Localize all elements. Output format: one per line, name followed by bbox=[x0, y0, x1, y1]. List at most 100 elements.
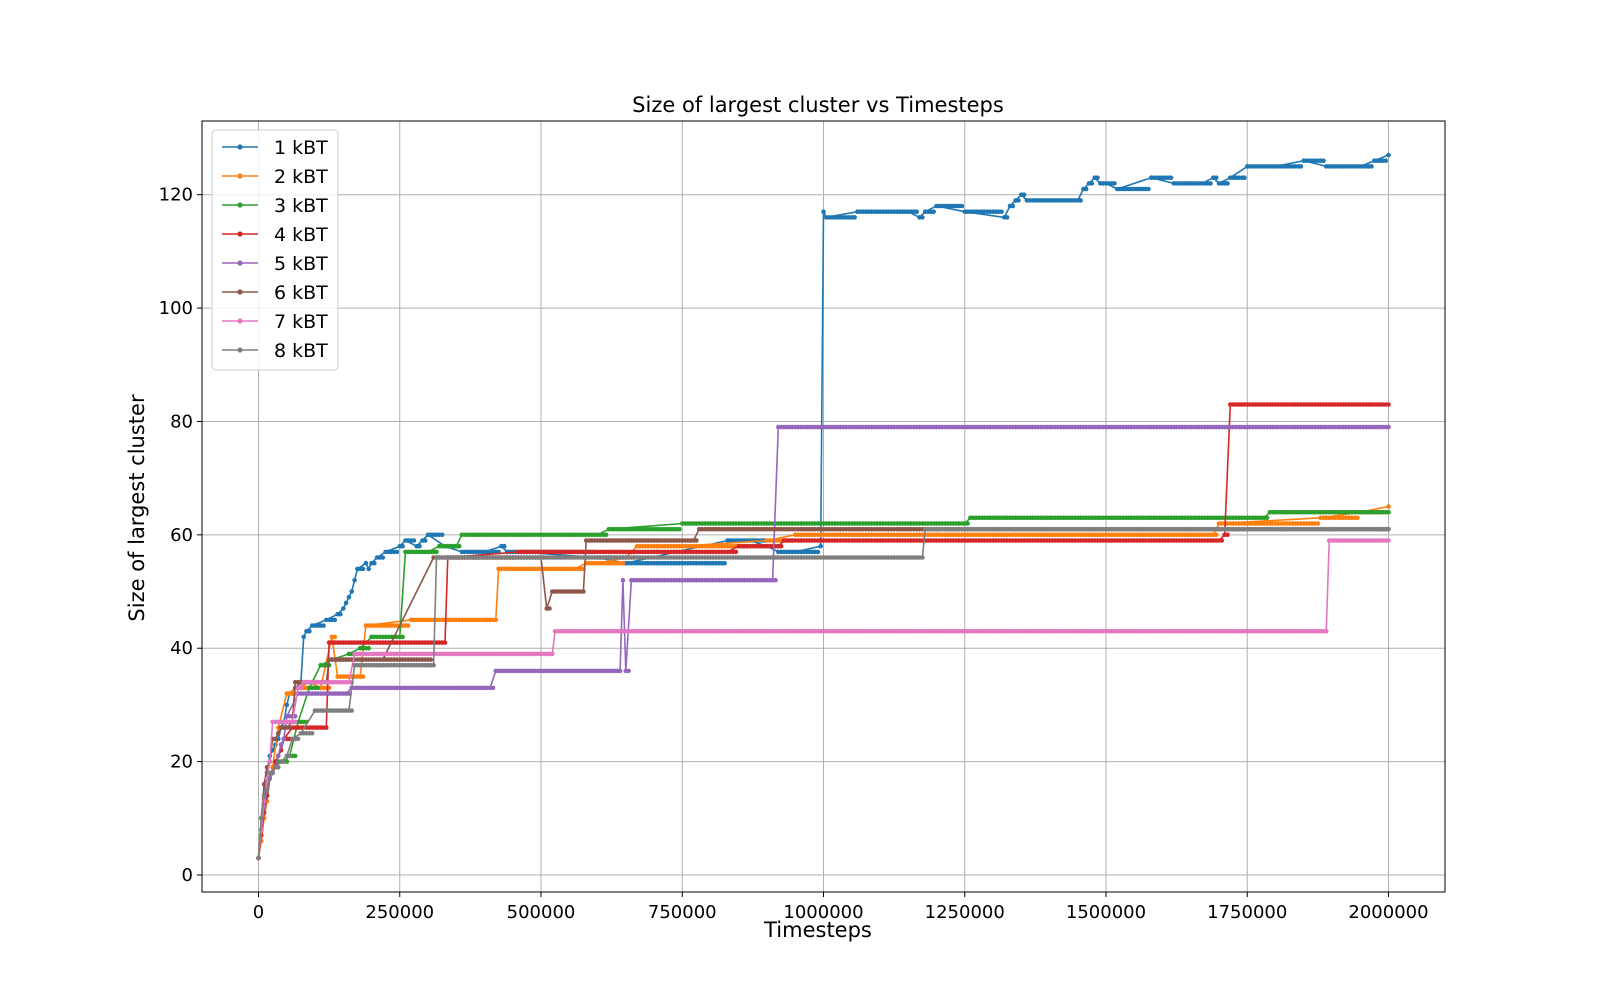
data-point bbox=[547, 606, 552, 611]
data-point bbox=[620, 577, 626, 583]
y-tick-label: 0 bbox=[182, 865, 193, 886]
x-tick-label: 500000 bbox=[507, 902, 576, 923]
data-point bbox=[292, 719, 298, 725]
data-point bbox=[276, 753, 281, 759]
legend-label: 3 kBT bbox=[274, 195, 328, 217]
data-point bbox=[620, 560, 626, 566]
data-point bbox=[773, 577, 778, 583]
data-point bbox=[1208, 181, 1213, 186]
data-point bbox=[281, 736, 287, 742]
data-point bbox=[417, 543, 422, 549]
legend-label: 2 kBT bbox=[274, 166, 328, 188]
data-point bbox=[1078, 198, 1083, 203]
data-point bbox=[394, 549, 400, 555]
data-point bbox=[1298, 164, 1304, 169]
series-line bbox=[257, 154, 1389, 859]
data-point bbox=[818, 543, 823, 549]
legend-swatch-marker bbox=[237, 144, 243, 150]
data-point bbox=[821, 209, 826, 214]
data-point bbox=[852, 215, 857, 220]
data-point bbox=[456, 543, 462, 549]
data-point bbox=[965, 521, 970, 526]
grid bbox=[202, 121, 1445, 892]
data-point bbox=[959, 203, 965, 209]
x-tick-label: 1250000 bbox=[925, 902, 1005, 923]
data-point bbox=[442, 640, 448, 645]
data-point bbox=[301, 634, 307, 640]
data-point bbox=[270, 770, 275, 776]
data-point bbox=[267, 759, 273, 764]
data-point bbox=[349, 589, 355, 594]
data-point bbox=[931, 209, 936, 214]
data-point bbox=[1386, 526, 1391, 532]
data-point bbox=[276, 765, 281, 770]
data-point bbox=[332, 617, 338, 623]
data-point bbox=[733, 549, 739, 555]
data-point bbox=[920, 555, 925, 560]
data-point bbox=[502, 543, 507, 549]
data-point bbox=[346, 594, 352, 600]
data-point bbox=[1225, 532, 1230, 538]
data-point bbox=[1386, 424, 1391, 430]
data-point bbox=[295, 736, 301, 742]
data-point bbox=[920, 215, 925, 220]
data-point bbox=[338, 611, 343, 617]
y-axis-label: Size of largest cluster bbox=[125, 394, 149, 622]
legend-swatch-marker bbox=[237, 289, 243, 295]
data-point bbox=[694, 538, 699, 543]
legend-swatch-marker bbox=[237, 202, 243, 208]
legend-item: 7 kBT bbox=[222, 311, 328, 333]
legend-label: 4 kBT bbox=[274, 224, 328, 246]
data-point bbox=[1264, 515, 1270, 521]
series-8 bbox=[256, 526, 1391, 861]
data-point bbox=[309, 731, 315, 736]
y-tick-label: 100 bbox=[159, 298, 193, 319]
series-layer bbox=[256, 152, 1391, 861]
legend: 1 kBT 2 kBT 3 kBT 4 kBT 5 kBT 6 kBT 7 kBT 8 kBT bbox=[211, 129, 339, 371]
legend-swatch-marker bbox=[237, 231, 243, 237]
series-5 bbox=[256, 424, 1391, 861]
data-point bbox=[422, 538, 428, 543]
data-point bbox=[324, 725, 329, 730]
data-point bbox=[428, 657, 434, 662]
data-point bbox=[815, 549, 821, 555]
data-point bbox=[411, 538, 417, 543]
data-point bbox=[287, 753, 292, 759]
data-point bbox=[366, 645, 372, 651]
legend-swatch-marker bbox=[237, 260, 243, 266]
data-point bbox=[360, 674, 366, 679]
x-tick-label: 1500000 bbox=[1066, 902, 1146, 923]
legend-item: 4 kBT bbox=[222, 224, 328, 246]
data-point bbox=[431, 662, 436, 668]
data-point bbox=[493, 617, 499, 623]
x-tick-label: 0 bbox=[253, 902, 264, 923]
data-point bbox=[617, 668, 623, 674]
series-7 bbox=[256, 538, 1391, 861]
data-point bbox=[278, 742, 284, 747]
data-point bbox=[1386, 509, 1391, 515]
x-tick-label: 1000000 bbox=[783, 902, 863, 923]
y-tick-label: 40 bbox=[170, 638, 193, 659]
legend-item: 8 kBT bbox=[222, 340, 328, 362]
data-point bbox=[292, 753, 298, 759]
x-axis-label: Timesteps bbox=[763, 918, 872, 942]
data-point bbox=[1004, 215, 1010, 220]
data-point bbox=[1386, 504, 1391, 509]
data-point bbox=[778, 543, 784, 549]
data-point bbox=[349, 708, 355, 713]
data-point bbox=[1386, 152, 1391, 158]
data-point bbox=[1083, 186, 1089, 192]
legend-label: 8 kBT bbox=[274, 340, 328, 362]
data-point bbox=[1095, 175, 1100, 180]
y-tick-label: 20 bbox=[170, 752, 193, 773]
data-point bbox=[914, 209, 919, 214]
legend-box bbox=[211, 129, 339, 371]
data-point bbox=[273, 736, 278, 742]
data-point bbox=[626, 668, 631, 674]
data-point bbox=[360, 566, 366, 572]
legend-item: 5 kBT bbox=[222, 253, 328, 275]
data-point bbox=[1021, 192, 1027, 197]
data-point bbox=[366, 566, 372, 572]
data-point bbox=[1386, 402, 1391, 407]
